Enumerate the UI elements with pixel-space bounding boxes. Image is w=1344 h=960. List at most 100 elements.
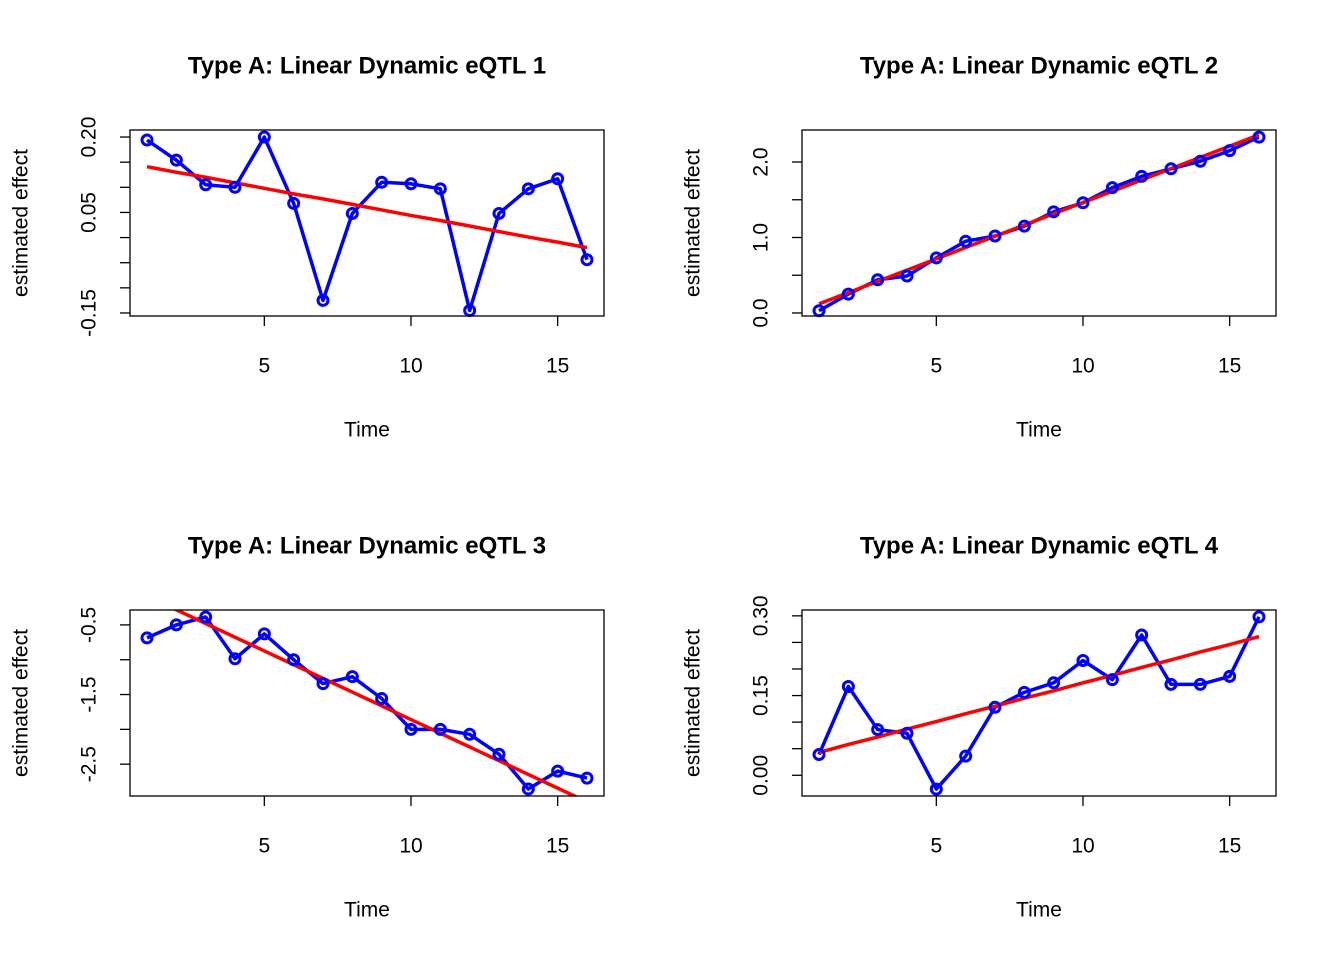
y-tick-label: 0.20 <box>78 117 101 158</box>
x-tick-label: 10 <box>1071 835 1094 858</box>
point <box>871 723 885 737</box>
point <box>841 680 855 694</box>
plot-area <box>817 616 1261 791</box>
point <box>1193 154 1207 168</box>
point <box>433 182 447 196</box>
y-tick-label: -1.5 <box>78 676 101 712</box>
x-tick-label: 5 <box>258 355 270 378</box>
plot-frame <box>801 609 1277 797</box>
y-axis-label: estimated effect <box>682 629 705 777</box>
panel: Type A: Linear Dynamic eQTL 4 Time estimat… <box>682 532 1277 922</box>
point <box>988 700 1002 714</box>
x-axis-label: Time <box>1016 419 1062 442</box>
point <box>521 182 535 196</box>
point <box>1135 169 1149 183</box>
plot-area <box>146 135 589 313</box>
point <box>959 234 973 248</box>
point <box>871 273 885 287</box>
series-line <box>818 135 1260 313</box>
y-tick-label: 0.30 <box>750 595 773 636</box>
y-axis-label: estimated effect <box>682 149 705 297</box>
point <box>375 175 389 189</box>
y-tick-label: -0.15 <box>78 289 101 337</box>
point <box>199 610 213 624</box>
point <box>521 782 535 796</box>
panel: Type A: Linear Dynamic eQTL 2 Time estimat… <box>682 52 1277 442</box>
y-tick-label: 0.15 <box>750 675 773 716</box>
point <box>1047 676 1061 690</box>
point <box>1135 628 1149 642</box>
point <box>345 670 359 684</box>
x-axis-label: Time <box>344 899 390 922</box>
point <box>228 652 242 666</box>
point <box>580 771 594 785</box>
series-line <box>146 615 588 791</box>
point <box>1076 196 1090 210</box>
point <box>1105 673 1119 687</box>
point <box>1017 219 1031 233</box>
point <box>551 172 565 186</box>
point <box>316 677 330 691</box>
x-tick-label: 15 <box>546 355 569 378</box>
panel: Type A: Linear Dynamic eQTL 3 Time estimat… <box>10 532 605 922</box>
point <box>1164 162 1178 176</box>
x-tick-label: 15 <box>1218 835 1241 858</box>
point <box>551 764 565 778</box>
point <box>257 130 271 144</box>
series-line <box>818 133 1260 306</box>
point <box>287 653 301 667</box>
chart-title: Type A: Linear Dynamic eQTL 4 <box>860 532 1219 559</box>
x-tick-label: 10 <box>1071 355 1094 378</box>
y-tick-label: 2.0 <box>750 147 773 176</box>
point <box>841 287 855 301</box>
plot-frame <box>129 609 605 797</box>
point <box>140 133 154 147</box>
plot-frame <box>129 129 605 317</box>
point <box>404 177 418 191</box>
point <box>1223 669 1237 683</box>
point <box>404 722 418 736</box>
point <box>257 627 271 641</box>
point <box>1193 677 1207 691</box>
point <box>929 251 943 265</box>
y-tick-label: 0.05 <box>78 192 101 233</box>
point <box>1017 685 1031 699</box>
x-tick-label: 5 <box>258 835 270 858</box>
x-tick-label: 5 <box>930 355 942 378</box>
chart-title: Type A: Linear Dynamic eQTL 2 <box>860 52 1218 79</box>
point <box>463 727 477 741</box>
point <box>1252 610 1266 624</box>
y-tick-label: -2.5 <box>78 746 101 782</box>
panel: Type A: Linear Dynamic eQTL 1 Time estimat… <box>10 52 605 442</box>
x-axis-label: Time <box>344 419 390 442</box>
point <box>169 618 183 632</box>
x-tick-label: 5 <box>930 835 942 858</box>
plot-area <box>146 610 588 796</box>
y-axis-label: estimated effect <box>10 149 33 297</box>
chart-title: Type A: Linear Dynamic eQTL 1 <box>188 52 546 79</box>
y-tick-label: 0.0 <box>750 298 773 327</box>
y-axis-label: estimated effect <box>10 629 33 777</box>
point <box>1164 677 1178 691</box>
x-axis-label: Time <box>1016 899 1062 922</box>
point <box>1047 205 1061 219</box>
point <box>1076 653 1090 667</box>
point <box>812 748 826 762</box>
plot-area <box>818 133 1260 313</box>
point <box>375 692 389 706</box>
x-tick-label: 10 <box>399 355 422 378</box>
x-tick-label: 15 <box>546 835 569 858</box>
series-line <box>146 135 589 313</box>
point <box>1223 144 1237 158</box>
plot-frame <box>801 129 1277 317</box>
series-line <box>817 616 1261 791</box>
chart-title: Type A: Linear Dynamic eQTL 3 <box>188 532 546 559</box>
point <box>492 747 506 761</box>
point <box>433 722 447 736</box>
point <box>1105 181 1119 195</box>
point <box>228 180 242 194</box>
point <box>169 153 183 167</box>
point <box>988 229 1002 243</box>
